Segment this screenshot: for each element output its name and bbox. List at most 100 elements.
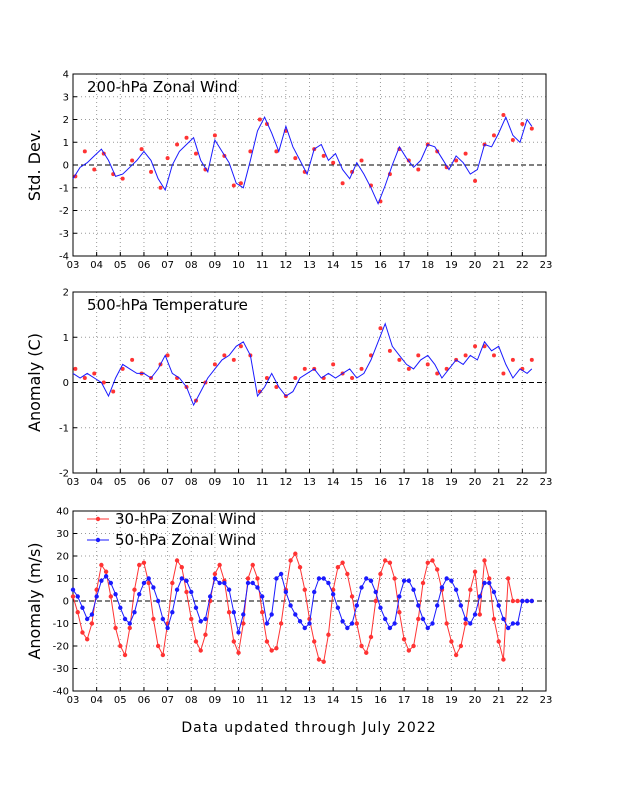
- data-point: [449, 578, 454, 583]
- data-point: [524, 598, 530, 604]
- data-point: [158, 185, 163, 190]
- data-point: [491, 589, 497, 595]
- y-tick-label: 2: [63, 115, 69, 126]
- data-point: [293, 612, 298, 617]
- data-point: [435, 371, 440, 376]
- data-point: [472, 612, 478, 617]
- data-point: [496, 639, 501, 644]
- data-point: [120, 366, 125, 371]
- data-point: [458, 603, 464, 608]
- data-point: [382, 616, 388, 622]
- x-tick-label: 11: [256, 477, 269, 488]
- data-point: [103, 574, 109, 579]
- data-point: [236, 650, 241, 655]
- data-point: [70, 594, 76, 599]
- data-point: [293, 156, 298, 161]
- data-point: [312, 589, 317, 595]
- data-point: [373, 589, 378, 595]
- data-point: [212, 133, 217, 138]
- data-point: [340, 619, 345, 624]
- panel-3: 03 04 05 06 07 08 09 10 11 12 13 14 15 16 17 18 19 20 21 22…: [25, 507, 552, 707]
- data-point: [411, 587, 416, 592]
- x-tick-label: 14: [327, 260, 340, 271]
- x-tick-label: 03: [67, 695, 80, 706]
- data-point: [482, 580, 487, 586]
- data-point: [430, 621, 435, 626]
- data-point: [146, 576, 151, 581]
- data-point: [482, 558, 487, 563]
- data-point: [515, 621, 520, 626]
- data-point: [120, 176, 125, 181]
- x-tick-label: 22: [516, 695, 529, 706]
- data-point: [80, 630, 85, 635]
- data-point: [529, 598, 535, 604]
- x-tick-label: 20: [469, 477, 482, 488]
- data-point: [510, 621, 516, 626]
- data-point: [222, 353, 227, 358]
- data-point: [420, 616, 426, 622]
- data-point: [487, 576, 492, 581]
- legend-label: 30-hPa Zonal Wind: [115, 510, 256, 528]
- data-point: [435, 603, 440, 608]
- data-point: [316, 576, 322, 581]
- x-tick-label: 13: [303, 260, 316, 271]
- data-point: [501, 616, 506, 622]
- x-tick-label: 13: [303, 695, 316, 706]
- data-point: [269, 612, 274, 617]
- data-point: [368, 578, 374, 583]
- data-point: [463, 353, 468, 358]
- data-point: [170, 610, 175, 615]
- data-point: [193, 605, 199, 610]
- data-point: [236, 630, 241, 635]
- x-tick-label: 15: [350, 477, 363, 488]
- data-point: [387, 560, 393, 565]
- data-point: [430, 558, 435, 563]
- y-tick-label: 0: [63, 378, 69, 389]
- data-point: [397, 357, 402, 362]
- data-point: [468, 621, 473, 626]
- data-point: [73, 366, 78, 371]
- y-tick-label: 0: [63, 597, 69, 608]
- x-tick-label: 22: [516, 477, 529, 488]
- data-point: [473, 344, 478, 349]
- data-point: [297, 565, 303, 570]
- data-point: [449, 639, 454, 644]
- x-tick-label: 11: [256, 260, 269, 271]
- data-point: [307, 621, 312, 626]
- y-tick-label: -1: [59, 183, 69, 194]
- data-point: [416, 603, 421, 608]
- data-point: [387, 348, 392, 353]
- data-point: [149, 169, 154, 174]
- data-point: [340, 560, 345, 565]
- x-tick-label: 12: [279, 477, 292, 488]
- data-point: [155, 598, 161, 604]
- x-tick-label: 20: [469, 695, 482, 706]
- data-point: [454, 158, 459, 163]
- data-point: [160, 616, 166, 622]
- x-tick-label: 07: [161, 477, 174, 488]
- y-tick-label: 2: [63, 288, 69, 299]
- data-point: [345, 571, 350, 577]
- data-point: [473, 178, 478, 183]
- data-point: [212, 362, 217, 367]
- data-point: [477, 612, 482, 617]
- data-point: [122, 616, 128, 622]
- data-point: [165, 156, 170, 161]
- data-point: [174, 558, 180, 563]
- series-line: [72, 552, 532, 663]
- data-point: [264, 639, 270, 644]
- data-point: [312, 639, 317, 644]
- data-point: [453, 587, 459, 592]
- x-tick-label: 10: [232, 477, 245, 488]
- data-point: [378, 326, 383, 331]
- data-point: [245, 580, 251, 586]
- y-tick-label: 10: [56, 574, 69, 585]
- data-point: [170, 580, 175, 586]
- data-point: [212, 576, 218, 581]
- data-point: [130, 158, 135, 163]
- y-tick-label: -2: [59, 469, 69, 480]
- data-point: [132, 587, 137, 592]
- x-tick-label: 19: [445, 695, 458, 706]
- data-point: [132, 610, 137, 615]
